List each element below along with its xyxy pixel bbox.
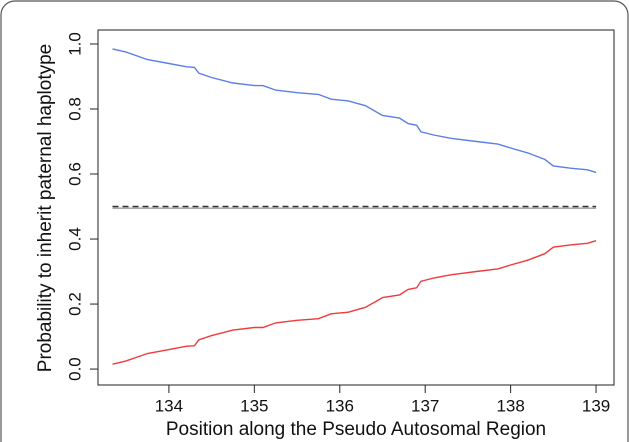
y-tick-label: 0.8 xyxy=(65,97,84,121)
x-tick-label: 139 xyxy=(582,396,610,415)
x-tick-label: 135 xyxy=(240,396,268,415)
x-tick-label: 136 xyxy=(326,396,354,415)
y-tick-label: 0.2 xyxy=(65,292,84,316)
y-tick-label: 1.0 xyxy=(65,32,84,56)
series-line xyxy=(112,240,597,365)
series-line xyxy=(112,48,597,174)
y-tick-label: 0.0 xyxy=(65,357,84,381)
y-tick-label: 0.4 xyxy=(65,227,84,251)
y-tick-label: 0.6 xyxy=(65,162,84,186)
x-tick-label: 137 xyxy=(411,396,439,415)
x-tick-label: 134 xyxy=(155,396,183,415)
plot-box xyxy=(97,29,615,386)
x-axis-title: Position along the Pseudo Autosomal Regi… xyxy=(166,419,546,440)
y-axis-title: Probability to inherit paternal haplotyp… xyxy=(35,44,56,372)
x-tick-label: 138 xyxy=(496,396,524,415)
